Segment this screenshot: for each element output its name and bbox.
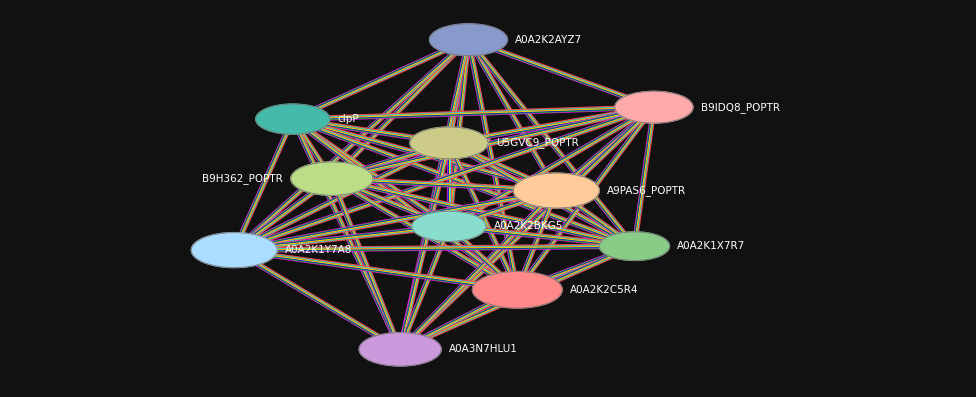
Text: A9PAS6_POPTR: A9PAS6_POPTR — [607, 185, 686, 196]
Circle shape — [615, 91, 693, 123]
Circle shape — [599, 232, 670, 260]
Text: A0A2K2C5R4: A0A2K2C5R4 — [570, 285, 638, 295]
Circle shape — [410, 127, 488, 159]
Circle shape — [256, 104, 330, 134]
Text: B9H362_POPTR: B9H362_POPTR — [202, 173, 283, 184]
Text: A0A2K1X7R7: A0A2K1X7R7 — [677, 241, 746, 251]
Circle shape — [513, 173, 599, 208]
Text: clpP: clpP — [338, 114, 359, 124]
Text: A0A2K1Y7A8: A0A2K1Y7A8 — [285, 245, 352, 255]
Circle shape — [412, 211, 486, 241]
Text: A0A2K2BKG5: A0A2K2BKG5 — [494, 221, 563, 231]
Text: A0A2K2AYZ7: A0A2K2AYZ7 — [515, 35, 583, 45]
Circle shape — [472, 272, 562, 308]
Circle shape — [359, 333, 441, 366]
Text: U5GVC9_POPTR: U5GVC9_POPTR — [496, 137, 579, 148]
Text: A0A3N7HLU1: A0A3N7HLU1 — [449, 344, 518, 355]
Text: B9IDQ8_POPTR: B9IDQ8_POPTR — [701, 102, 780, 113]
Circle shape — [429, 24, 508, 56]
Circle shape — [191, 233, 277, 268]
Circle shape — [291, 162, 373, 195]
